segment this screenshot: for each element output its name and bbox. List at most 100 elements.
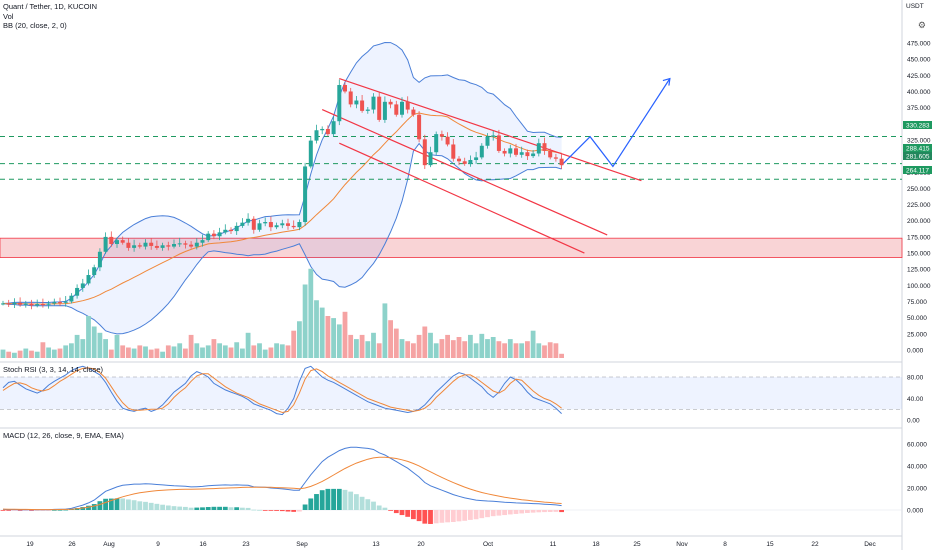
candle <box>553 157 558 159</box>
macd-histogram-bar <box>496 510 502 516</box>
volume-bar <box>559 353 564 358</box>
macd-histogram-bar <box>279 510 285 512</box>
volume-bar <box>519 343 525 358</box>
volume-bar <box>411 343 416 358</box>
volume-bar <box>274 343 279 358</box>
candle <box>531 153 536 157</box>
candle <box>200 240 205 243</box>
macd-histogram-bar <box>34 510 40 511</box>
macd-histogram-bar <box>108 498 114 510</box>
macd-histogram-bar <box>262 510 268 511</box>
candle <box>80 283 85 288</box>
volume-bar <box>200 347 205 358</box>
candle <box>394 104 399 115</box>
candle <box>405 101 410 110</box>
candle <box>194 242 199 247</box>
macd-histogram-bar <box>137 501 143 510</box>
volume-bar <box>240 348 245 358</box>
price-tag-label: 281.605 <box>906 154 930 161</box>
volume-bar <box>126 347 131 358</box>
macd-histogram-bar <box>200 507 205 510</box>
legend-bb-text: BB (20, close, 2, 0) <box>3 21 67 30</box>
candle <box>286 223 290 226</box>
y-tick-label: 20.000 <box>907 486 927 493</box>
macd-histogram-bar <box>319 490 325 510</box>
volume-bar <box>137 345 143 358</box>
macd-histogram-bar <box>126 499 131 510</box>
y-tick-label: 125.000 <box>907 267 931 274</box>
candle <box>58 302 62 304</box>
macd-histogram-bar <box>542 510 547 513</box>
macd-histogram-bar <box>365 499 371 510</box>
macd-histogram-bar <box>57 509 63 511</box>
volume-bar <box>12 352 17 358</box>
volume-bar <box>131 348 137 358</box>
macd-histogram-bar <box>86 505 91 510</box>
volume-bar <box>308 268 314 358</box>
candle <box>291 225 296 228</box>
candle <box>325 128 330 135</box>
volume-bar <box>336 324 342 358</box>
candle <box>548 150 553 158</box>
volume-bar <box>428 332 433 358</box>
candle <box>40 304 45 306</box>
candle <box>479 145 484 158</box>
y-tick-label: 80.00 <box>907 375 924 382</box>
volume-bar <box>439 339 445 358</box>
volume-bar <box>160 351 165 358</box>
candle <box>263 222 268 224</box>
candle <box>149 242 154 246</box>
candle <box>297 222 302 228</box>
volume-bar <box>485 339 490 358</box>
volume-bar <box>536 343 542 358</box>
candle <box>251 218 256 230</box>
legend-macd-text: MACD (12, 26, close, 9, EMA, EMA) <box>3 431 124 440</box>
legend-vol: Vol <box>3 12 17 21</box>
y-tick-label: 0.000 <box>907 348 924 355</box>
y-tick-label: 225.000 <box>907 202 931 209</box>
macd-histogram-bar <box>547 510 553 512</box>
candle <box>308 140 313 167</box>
candle <box>46 303 51 305</box>
candle <box>154 245 159 248</box>
candle <box>280 223 285 226</box>
macd-histogram-bar <box>6 510 12 511</box>
x-tick-label: 26 <box>68 541 76 548</box>
macd-histogram-bar <box>445 510 450 523</box>
legend-stoch-text: Stoch RSI (3, 3, 14, 14, close) <box>3 365 104 374</box>
projection-path <box>561 78 671 168</box>
macd-histogram-bar <box>348 491 354 510</box>
macd-histogram-bar <box>245 507 251 510</box>
candle <box>109 236 114 245</box>
volume-bar <box>251 345 257 358</box>
x-tick-label: 13 <box>372 541 380 548</box>
x-tick-label: 23 <box>242 541 250 548</box>
candle <box>160 245 165 248</box>
candle <box>422 139 427 166</box>
macd-histogram-bar <box>468 510 473 520</box>
candle <box>445 136 450 145</box>
candle <box>400 101 404 115</box>
volume-bar <box>456 337 462 358</box>
macd-histogram-bar <box>211 506 217 510</box>
gear-icon[interactable]: ⚙ <box>917 20 926 30</box>
candle <box>411 109 416 115</box>
y-tick-label: 0.000 <box>907 508 924 515</box>
macd-histogram-bar <box>114 498 120 510</box>
candle <box>92 267 97 276</box>
volume-bar <box>553 343 559 358</box>
macd-histogram-bar <box>359 496 365 510</box>
volume-bar <box>262 349 268 358</box>
y-tick-label: 175.000 <box>907 234 931 241</box>
macd-histogram-bar <box>228 507 234 510</box>
y-tick-label: 0.00 <box>907 418 920 425</box>
macd-histogram-bar <box>0 510 6 511</box>
macd-histogram-bar <box>23 510 29 511</box>
y-tick-label: 100.000 <box>907 283 931 290</box>
channel-line <box>321 109 608 236</box>
volume-bar <box>325 316 331 358</box>
macd-histogram-bar <box>80 507 86 510</box>
price-tag <box>903 144 932 152</box>
currency-text: USDT <box>906 3 924 10</box>
